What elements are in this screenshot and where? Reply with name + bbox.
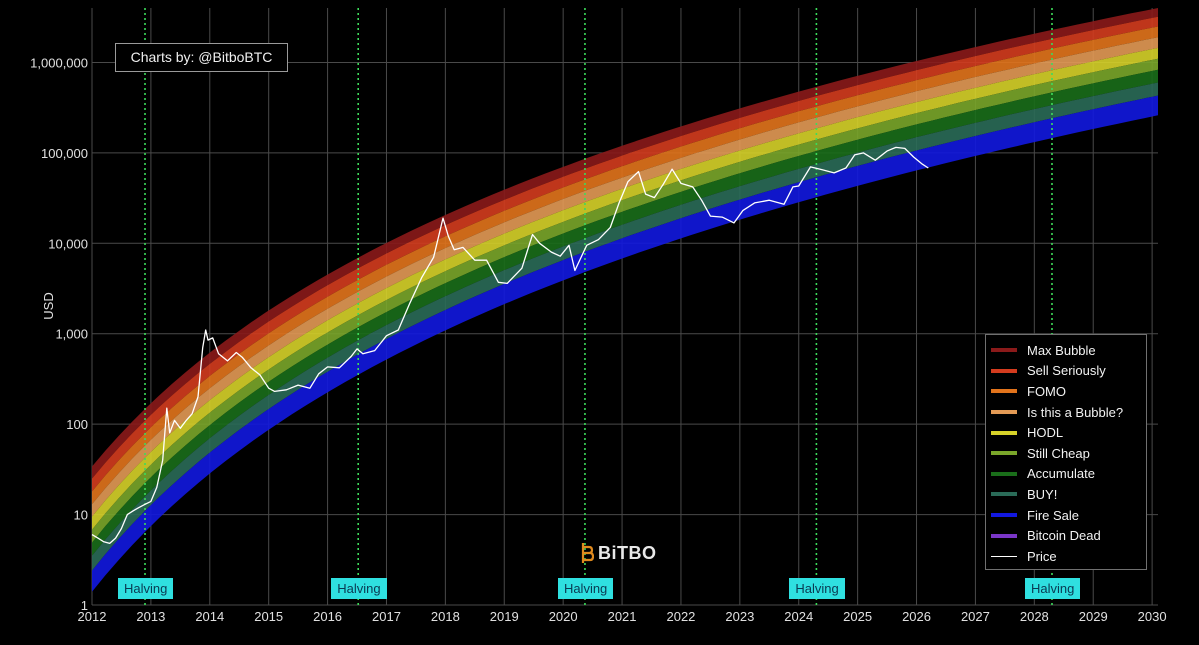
x-tick-label: 2016 <box>313 609 342 624</box>
legend-label: BUY! <box>1027 486 1058 502</box>
y-tick-label: 100,000 <box>41 146 88 161</box>
halving-badge: Halving <box>331 578 387 599</box>
halving-badge: Halving <box>118 578 174 599</box>
y-tick-label: 1 <box>81 598 88 613</box>
chart-legend: Max Bubble Sell Seriously FOMO Is this a Bu… <box>985 334 1147 570</box>
legend-label: Still Cheap <box>1027 445 1090 461</box>
x-tick-label: 2027 <box>961 609 990 624</box>
x-tick-label: 2015 <box>254 609 283 624</box>
x-tick-label: 2019 <box>490 609 519 624</box>
legend-label: Max Bubble <box>1027 342 1096 358</box>
legend-item[interactable]: Price <box>986 546 1146 567</box>
axis-layer: 2012 2013 2014 2015 2016 2017 2018 2019 2020 2021… <box>30 55 1166 624</box>
x-tick-label: 2018 <box>431 609 460 624</box>
x-tick-label: 2013 <box>136 609 165 624</box>
x-tick-label: 2029 <box>1079 609 1108 624</box>
x-tick-label: 2028 <box>1020 609 1049 624</box>
bitbo-logo-icon <box>581 543 594 563</box>
legend-item[interactable]: Still Cheap <box>986 443 1146 464</box>
legend-item[interactable]: FOMO <box>986 381 1146 402</box>
x-tick-label: 2026 <box>902 609 931 624</box>
y-tick-label: 1,000 <box>55 327 88 342</box>
legend-item[interactable]: Max Bubble <box>986 340 1146 361</box>
legend-item[interactable]: Bitcoin Dead <box>986 525 1146 546</box>
legend-item[interactable]: HODL <box>986 422 1146 443</box>
legend-swatch <box>991 451 1017 456</box>
legend-label: FOMO <box>1027 383 1066 399</box>
x-tick-label: 2014 <box>195 609 224 624</box>
bitbo-watermark: BiTBO <box>580 541 657 565</box>
legend-label: Is this a Bubble? <box>1027 404 1124 420</box>
chart-credit: Charts by: @BitboBTC <box>115 43 288 72</box>
legend-swatch <box>991 348 1017 353</box>
legend-swatch <box>991 410 1017 415</box>
legend-swatch <box>991 533 1017 538</box>
x-tick-label: 2030 <box>1138 609 1167 624</box>
legend-label: Sell Seriously <box>1027 363 1106 379</box>
x-tick-label: 2021 <box>608 609 637 624</box>
legend-swatch <box>991 430 1017 435</box>
legend-item[interactable]: Accumulate <box>986 464 1146 485</box>
legend-swatch <box>991 471 1017 476</box>
x-tick-label: 2020 <box>549 609 578 624</box>
legend-item[interactable]: Fire Sale <box>986 505 1146 526</box>
legend-label: Price <box>1027 548 1057 564</box>
x-tick-label: 2024 <box>784 609 813 624</box>
y-tick-label: 100 <box>66 417 88 432</box>
legend-swatch <box>991 513 1017 518</box>
legend-label: Fire Sale <box>1027 507 1080 523</box>
x-tick-label: 2023 <box>725 609 754 624</box>
legend-swatch <box>991 555 1017 557</box>
price-line <box>91 146 929 545</box>
price-layer <box>91 146 929 545</box>
legend-item[interactable]: Is this a Bubble? <box>986 402 1146 423</box>
legend-swatch <box>991 368 1017 373</box>
legend-swatch <box>991 492 1017 497</box>
legend-label: HODL <box>1027 425 1064 441</box>
legend-label: Accumulate <box>1027 466 1095 482</box>
watermark-text: BiTBO <box>598 542 657 563</box>
halving-badge: Halving <box>557 578 614 599</box>
legend-item[interactable]: BUY! <box>986 484 1146 505</box>
legend-swatch <box>991 389 1017 394</box>
legend-item[interactable]: Sell Seriously <box>986 361 1146 382</box>
x-tick-label: 2017 <box>372 609 401 624</box>
x-tick-label: 2012 <box>78 609 107 624</box>
x-tick-label: 2025 <box>843 609 872 624</box>
y-tick-label: 10,000 <box>48 236 88 251</box>
y-axis-title: USD <box>41 292 56 319</box>
y-tick-label: 10 <box>74 508 88 523</box>
halving-badge: Halving <box>789 578 845 599</box>
legend-label: Bitcoin Dead <box>1027 528 1101 544</box>
y-tick-label: 1,000,000 <box>30 55 88 70</box>
halving-badge: Halving <box>1024 578 1081 599</box>
x-tick-label: 2022 <box>666 609 695 624</box>
